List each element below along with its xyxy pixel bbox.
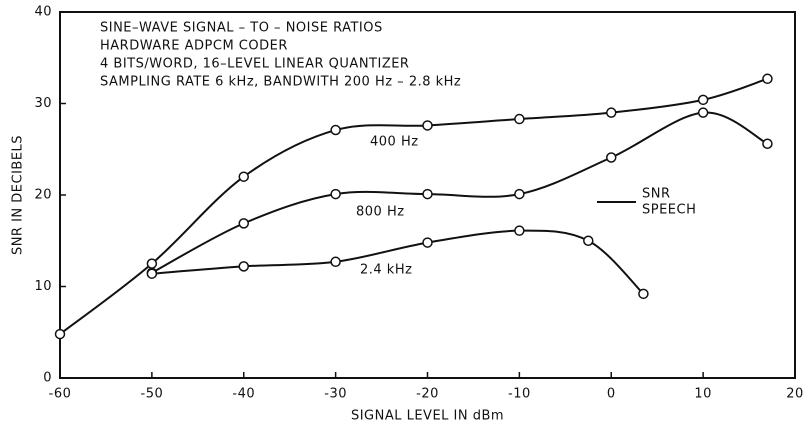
y-tick-label: 30	[34, 96, 52, 111]
y-axis-label: SNR IN DECIBELS	[11, 135, 26, 255]
y-tick-label: 40	[34, 5, 52, 20]
x-tick-label: -50	[141, 387, 164, 402]
series-line	[151, 111, 768, 274]
x-tick-label: 20	[786, 387, 804, 402]
data-point	[422, 237, 433, 248]
data-point	[638, 288, 649, 300]
series-label: 800 Hz	[356, 205, 405, 220]
data-point	[146, 258, 158, 269]
annotation: SPEECH	[642, 203, 696, 218]
title-line: SINE–WAVE SIGNAL – TO – NOISE RATIOS	[100, 21, 383, 36]
x-tick-label: -30	[324, 387, 347, 402]
data-point	[422, 120, 433, 131]
data-point	[583, 235, 594, 246]
data-point	[238, 218, 249, 229]
y-tick-label: 0	[43, 371, 52, 386]
series-line	[59, 77, 768, 335]
data-point	[762, 73, 773, 85]
series-label: 2.4 kHz	[360, 263, 412, 278]
data-point	[238, 261, 249, 272]
y-tick-label: 20	[34, 188, 52, 203]
x-tick-label: -10	[508, 387, 531, 402]
series-label: 400 Hz	[370, 135, 419, 150]
data-point	[330, 124, 341, 136]
title-line: HARDWARE ADPCM CODER	[100, 39, 288, 54]
data-point	[238, 171, 249, 182]
data-point	[422, 188, 433, 200]
annotation: SNR	[642, 187, 671, 202]
data-point	[330, 256, 341, 268]
x-tick-label: -40	[232, 387, 255, 402]
x-tick-label: 10	[694, 387, 712, 402]
data-point	[697, 107, 709, 118]
data-point	[514, 225, 525, 236]
title-line: 4 BITS/WORD, 16–LEVEL LINEAR QUANTIZER	[100, 57, 409, 72]
data-point	[146, 268, 158, 279]
title-line: SAMPLING RATE 6 kHz, BANDWITH 200 Hz – 2…	[100, 75, 461, 90]
x-axis-label: SIGNAL LEVEL IN dBm	[351, 409, 504, 424]
data-point	[54, 328, 66, 340]
data-point	[330, 188, 341, 200]
x-tick-label: 0	[607, 387, 616, 402]
x-tick-label: -20	[416, 387, 439, 402]
data-point	[514, 188, 525, 200]
data-point	[514, 113, 525, 125]
x-tick-label: -60	[49, 387, 72, 402]
data-point	[606, 107, 617, 118]
data-point	[762, 138, 773, 150]
data-point	[697, 94, 709, 106]
y-tick-label: 10	[34, 279, 52, 294]
data-point	[606, 152, 617, 163]
